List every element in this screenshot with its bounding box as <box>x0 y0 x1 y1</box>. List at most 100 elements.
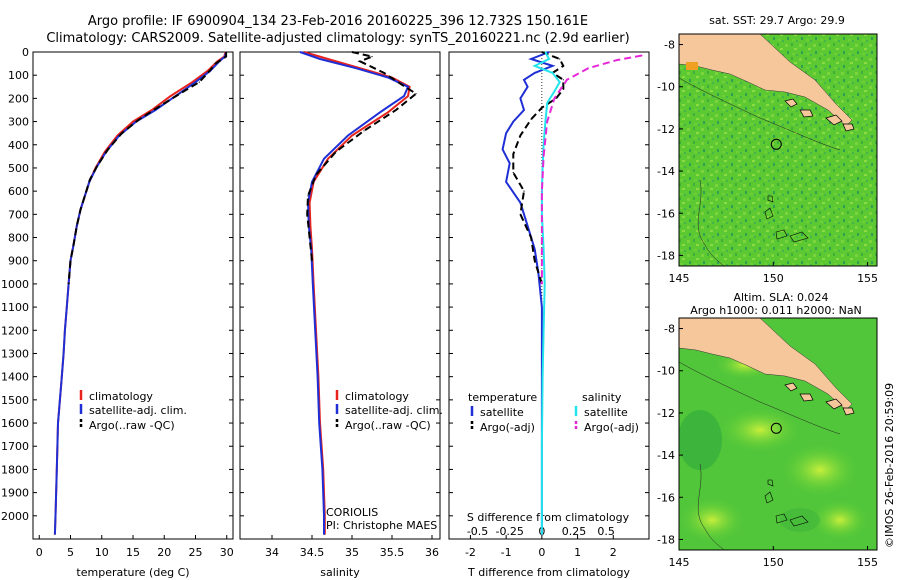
difference-point <box>546 121 548 123</box>
temperature-point <box>194 81 197 83</box>
x-tick-label: 0 <box>538 546 545 559</box>
salinity-point <box>320 445 322 447</box>
temperature-point <box>96 165 98 167</box>
sla-high-4 <box>812 500 868 540</box>
difference-point <box>530 58 532 60</box>
difference-point <box>541 51 543 53</box>
difference-series-1 <box>512 51 565 285</box>
difference-point <box>541 213 543 215</box>
difference-point <box>523 190 525 192</box>
sla-map: 145 150 155 -8 -10 -12 -14 -16 -18 <box>657 317 878 569</box>
difference-point <box>559 81 561 83</box>
difference-point <box>542 376 544 378</box>
legend-label: satellite-adj. clim. <box>89 404 187 417</box>
x-tick-label: 1 <box>574 546 581 559</box>
difference-series-2 <box>532 51 561 535</box>
difference-point <box>541 533 543 536</box>
y-tick-label: 400 <box>8 139 29 152</box>
map-y-tick-label: -10 <box>657 81 675 94</box>
temperature-point <box>79 209 82 211</box>
temperature-point <box>63 352 65 355</box>
x2-tick-label: -0.5 <box>467 525 488 538</box>
map-x-tick-label: 150 <box>763 272 784 285</box>
sst-aus-contour <box>697 179 725 266</box>
temperature-point <box>57 422 59 424</box>
difference-point <box>587 67 589 69</box>
difference-point <box>541 445 543 447</box>
salinity-series-0 <box>303 51 411 535</box>
header-line-2: Climatology: CARS2009. Satellite-adjuste… <box>46 31 629 46</box>
sla-map-frame <box>678 317 878 551</box>
temperature-point <box>225 56 227 58</box>
difference-point <box>534 65 536 67</box>
temperature-point <box>121 132 123 134</box>
map-y-tick-label: -18 <box>657 533 675 546</box>
temperature-series-1 <box>53 51 228 535</box>
salinity-point <box>395 109 397 111</box>
x2-tick-label: 0.5 <box>597 525 615 538</box>
sla-coast-contour <box>679 361 841 435</box>
map-y-tick-label: -10 <box>657 365 675 378</box>
difference-point <box>548 51 550 53</box>
difference-point <box>552 65 554 67</box>
y-tick-label: 300 <box>8 116 29 129</box>
salinity-point <box>335 151 337 153</box>
y-tick-label: 1200 <box>1 324 29 337</box>
salinity-frame <box>239 51 441 540</box>
salinity-point <box>371 56 373 58</box>
x-tick-label: 35.5 <box>380 546 405 559</box>
difference-point <box>541 107 543 109</box>
y-tick-label: 1300 <box>1 347 29 360</box>
difference-point <box>519 213 522 215</box>
y-tick-label: 100 <box>8 69 29 82</box>
x-tick-label: 34.5 <box>300 546 325 559</box>
map-y-tick-label: -18 <box>657 249 675 262</box>
temperature-point <box>107 148 109 150</box>
temperature-point <box>56 468 58 470</box>
sst-map-frame <box>678 33 878 267</box>
difference-point <box>519 134 522 137</box>
salinity-point <box>309 225 311 227</box>
difference-point <box>527 225 529 227</box>
difference-xlabel: T difference from climatology <box>467 566 630 579</box>
salinity-point <box>383 72 385 74</box>
x-tick-label: 34 <box>265 546 279 559</box>
temperature-point <box>191 81 193 83</box>
legend-label: satellite-adj. clim. <box>345 404 443 417</box>
salinity-point <box>318 422 320 424</box>
map-y-tick-label: -14 <box>657 449 675 462</box>
legend-label: climatology <box>89 390 153 403</box>
salinity-point <box>315 174 317 176</box>
difference-point <box>548 58 550 60</box>
x-tick-label: 36 <box>425 546 439 559</box>
sla-low-2 <box>780 508 820 532</box>
difference-point <box>543 329 545 331</box>
temperature-point <box>59 399 61 401</box>
legend-label: Argo(-adj) <box>584 421 639 434</box>
difference-point <box>543 155 545 157</box>
difference-point <box>512 153 514 155</box>
legend-label: Argo(-adj) <box>480 421 535 434</box>
difference-point <box>505 181 507 183</box>
difference-point <box>534 72 536 74</box>
x-tick-label: 5 <box>67 546 74 559</box>
difference-point <box>530 236 532 239</box>
y-tick-label: 2000 <box>1 510 29 523</box>
map-y-tick-label: -8 <box>664 323 675 336</box>
y-tick-label: 1700 <box>1 440 29 453</box>
y-tick-label: 1600 <box>1 417 29 430</box>
salinity-point <box>359 60 361 62</box>
salinity-point <box>415 93 417 95</box>
salinity-point <box>309 202 311 204</box>
salinity-point <box>409 86 411 88</box>
difference-point <box>541 190 543 192</box>
difference-point <box>546 102 548 104</box>
salinity-point <box>407 86 409 88</box>
x-tick-label: 20 <box>157 546 171 559</box>
difference-point <box>534 248 536 250</box>
y-tick-label: 800 <box>8 232 29 245</box>
y-tick-label: 600 <box>8 185 29 198</box>
salinity-series-2 <box>306 51 418 261</box>
legend-label: Argo(..raw -QC) <box>345 419 431 432</box>
